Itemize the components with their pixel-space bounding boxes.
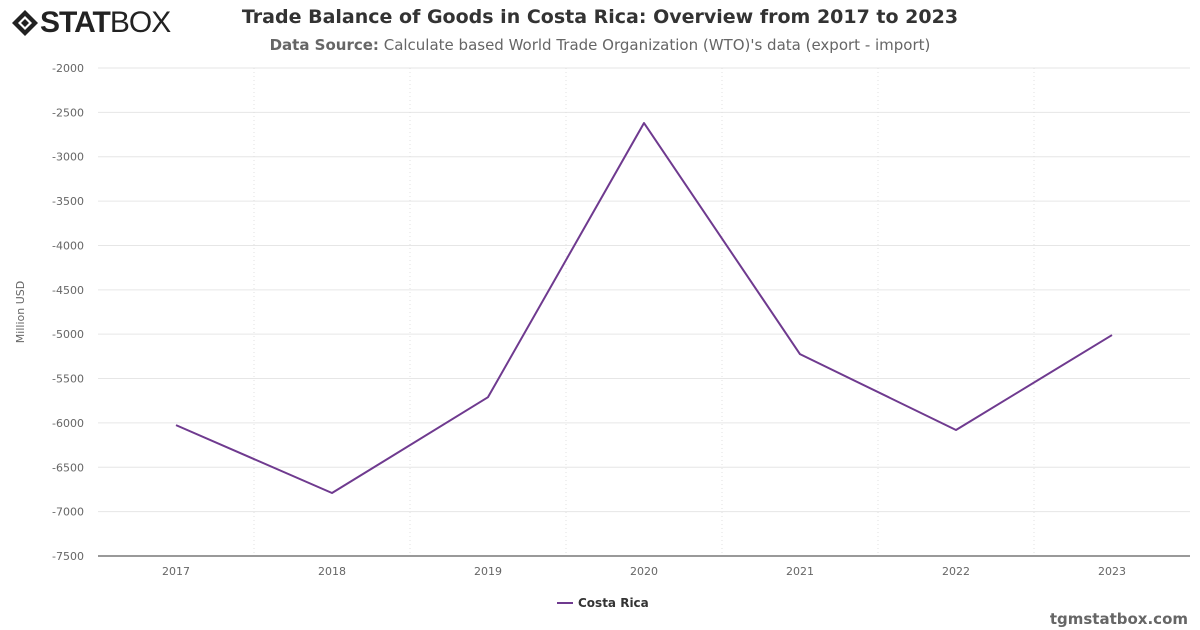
y-tick-label: -6000 [52, 417, 84, 430]
y-tick-label: -4000 [52, 239, 84, 252]
y-tick-label: -3500 [52, 195, 84, 208]
chart-subtitle: Data Source: Calculate based World Trade… [0, 36, 1200, 54]
subtitle-text: Calculate based World Trade Organization… [383, 36, 931, 54]
y-tick-label: -5500 [52, 373, 84, 386]
statbox-logo: STAT BOX [10, 6, 171, 40]
y-tick-label: -7500 [52, 550, 84, 563]
data-point[interactable] [1109, 332, 1115, 338]
series-line-costa-rica [175, 122, 1113, 495]
x-tick-label: 2020 [630, 565, 658, 578]
logo-text-bold: STAT [40, 6, 111, 39]
data-point[interactable] [953, 427, 959, 433]
diamond-logo-icon [12, 10, 38, 36]
chart-title: Trade Balance of Goods in Costa Rica: Ov… [241, 6, 959, 28]
y-tick-label: -4500 [52, 284, 84, 297]
data-point[interactable] [329, 490, 335, 496]
y-axis-label: Million USD [14, 281, 27, 343]
x-tick-label: 2018 [318, 565, 346, 578]
data-point[interactable] [641, 120, 647, 126]
y-tick-label: -6500 [52, 461, 84, 474]
y-tick-label: -5000 [52, 328, 84, 341]
x-tick-label: 2019 [474, 565, 502, 578]
legend-item-costa-rica[interactable]: Costa Rica [557, 596, 649, 610]
site-credit: tgmstatbox.com [1049, 610, 1188, 628]
y-tick-label: -2500 [52, 106, 84, 119]
y-tick-label: -2000 [52, 62, 84, 75]
logo-text-light: BOX [109, 6, 171, 39]
legend-label: Costa Rica [578, 596, 649, 610]
data-point[interactable] [485, 394, 491, 400]
data-point[interactable] [173, 422, 179, 428]
x-tick-label: 2017 [162, 565, 190, 578]
y-tick-label: -7000 [52, 506, 84, 519]
y-tick-label: -3000 [52, 151, 84, 164]
x-tick-label: 2022 [942, 565, 970, 578]
x-tick-label: 2023 [1098, 565, 1126, 578]
data-point[interactable] [797, 351, 803, 357]
subtitle-label: Data Source: [269, 36, 379, 54]
x-tick-label: 2021 [786, 565, 814, 578]
